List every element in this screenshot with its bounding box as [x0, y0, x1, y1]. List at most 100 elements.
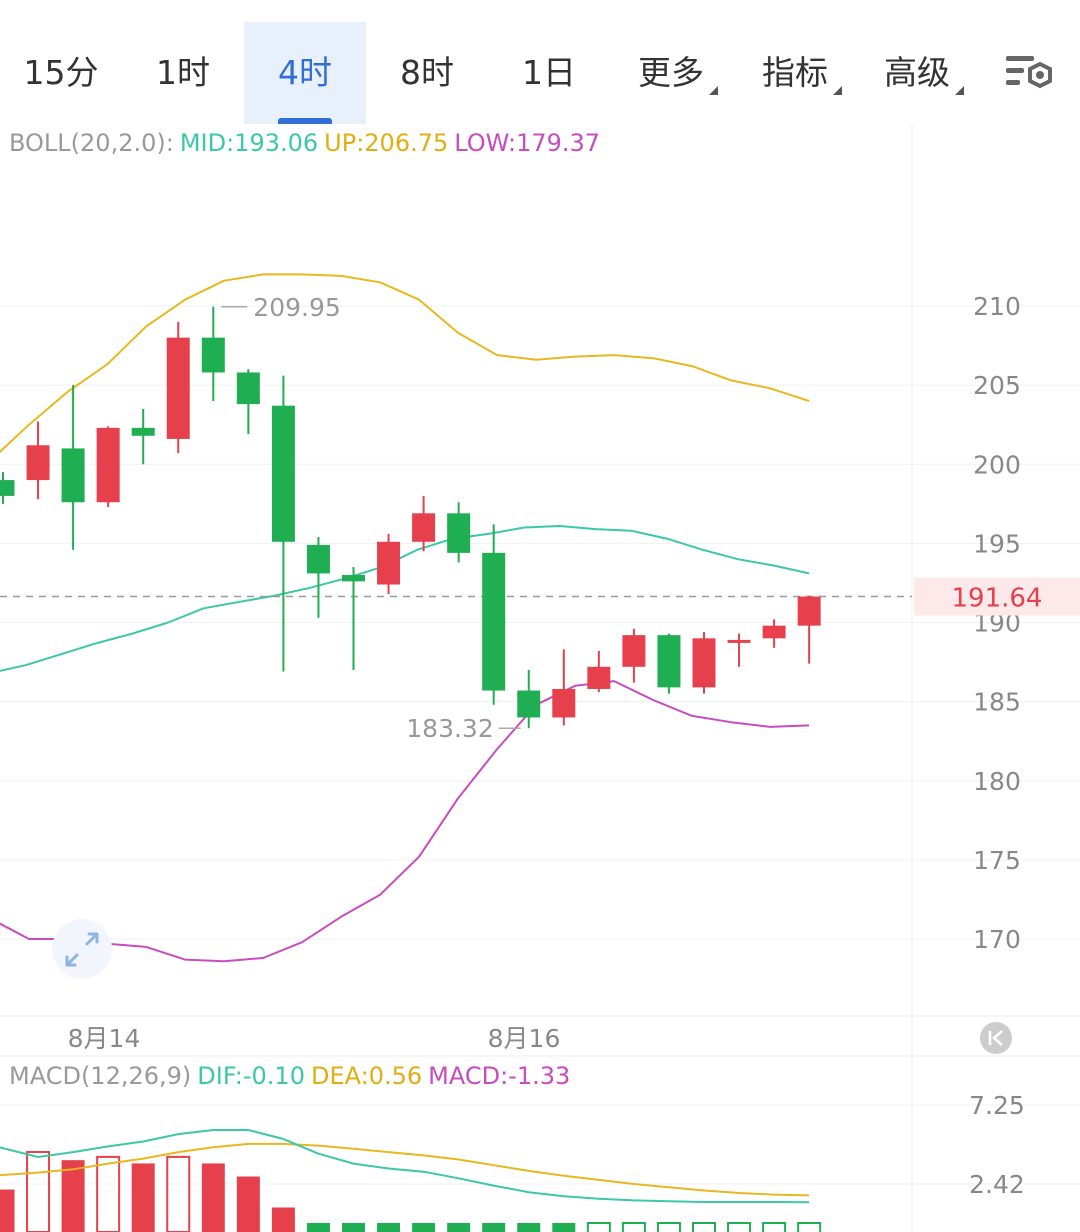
macd-hist-bar — [482, 1223, 506, 1232]
boll-legend: BOLL(20,2.0): MID:193.06 UP:206.75 LOW:179.… — [9, 129, 606, 157]
candle-body — [0, 480, 15, 496]
dropdown-caret-icon — [709, 86, 718, 95]
macd-y-tick-label: 7.25 — [969, 1091, 1025, 1120]
expand-icon-bg — [52, 919, 112, 979]
candle-body — [692, 638, 716, 688]
macd-hist-bar — [447, 1223, 471, 1232]
candle-body — [447, 513, 471, 553]
candle-body — [552, 688, 576, 718]
candle-body — [762, 625, 786, 639]
candle-body — [797, 596, 821, 626]
y-tick-label: 185 — [973, 688, 1021, 717]
macd-legend: MACD(12,26,9) DIF:-0.10 DEA:0.56 MACD:-1.33 — [9, 1062, 576, 1090]
macd-hist-bar — [797, 1222, 822, 1232]
tab-label: 1日 — [522, 53, 576, 92]
candle-body — [657, 635, 681, 688]
candle-body — [622, 635, 646, 667]
current-price-tag — [914, 577, 1080, 616]
candle-body — [517, 690, 541, 718]
chart-settings-icon[interactable] — [1000, 48, 1058, 100]
macd-hist-bar — [412, 1223, 436, 1232]
y-tick-label: 170 — [973, 925, 1021, 954]
macd-hist-bar — [0, 1189, 15, 1232]
x-tick-label: 8月16 — [488, 1024, 561, 1053]
macd-hist-bar — [26, 1151, 51, 1232]
x-tick-label: 8月14 — [68, 1024, 141, 1053]
boll-upper-band — [0, 273, 810, 454]
tab-1[interactable]: 1时 — [122, 22, 244, 124]
macd-hist-bar — [166, 1155, 191, 1232]
dropdown-caret-icon — [833, 86, 842, 95]
macd-legend-macd: MACD:-1.33 — [428, 1062, 571, 1090]
macd-hist-bar — [236, 1176, 260, 1232]
scroll-icon-bg — [980, 1022, 1012, 1054]
boll-lower-band — [0, 680, 810, 963]
menu-label: 高级 — [884, 53, 950, 92]
macd-hist-bar — [377, 1223, 401, 1232]
macd-hist-bar — [656, 1222, 681, 1232]
macd-hist-bar — [692, 1222, 716, 1232]
tab-label: 1时 — [156, 53, 210, 92]
macd-hist-bar — [96, 1155, 121, 1232]
candle-body — [96, 427, 120, 503]
timeframe-tab-bar: 15分 1时 4时 8时 1日 更多 指标 高级 — [0, 0, 1080, 124]
tab-0[interactable]: 15分 — [0, 22, 122, 124]
macd-hist-bar — [271, 1207, 295, 1232]
macd-hist-bar — [727, 1222, 752, 1232]
y-tick-label: 200 — [973, 450, 1021, 479]
y-tick-label: 195 — [973, 529, 1021, 558]
macd-legend-name: MACD(12,26,9) — [9, 1062, 192, 1090]
macd-hist-bar — [586, 1222, 611, 1232]
candle-body — [727, 639, 751, 643]
boll-legend-low: LOW:179.37 — [454, 129, 601, 157]
macd-hist-bar — [762, 1222, 787, 1232]
menu-label: 更多 — [638, 53, 704, 92]
tab-2[interactable]: 4时 — [244, 22, 366, 124]
macd-legend-dea: DEA:0.56 — [310, 1062, 423, 1090]
current-price-label: 191.64 — [952, 584, 1043, 614]
boll-legend-name: BOLL(20,2.0): — [9, 129, 174, 157]
candle-body — [342, 575, 365, 582]
menu-0[interactable]: 更多 — [638, 22, 718, 124]
candle-body — [482, 552, 506, 691]
scroll-to-latest-icon[interactable] — [980, 1022, 1012, 1054]
macd-dif-line — [0, 1129, 810, 1204]
tab-4[interactable]: 1日 — [488, 22, 610, 124]
y-tick-label: 175 — [973, 846, 1021, 875]
boll-legend-mid: MID:193.06 — [179, 129, 319, 157]
candle-body — [377, 541, 401, 585]
macd-hist-bar — [306, 1223, 330, 1232]
candle-body — [61, 448, 85, 503]
expand-icon[interactable] — [52, 919, 112, 979]
macd-hist-bar — [342, 1223, 365, 1232]
macd-dea-line — [0, 1142, 810, 1197]
candle-body — [26, 445, 50, 481]
candle-body — [306, 544, 330, 574]
tab-label: 15分 — [23, 53, 99, 92]
macd-hist-bar — [131, 1163, 155, 1232]
boll-mid-band — [0, 525, 810, 672]
macd-legend-dif: DIF:-0.10 — [197, 1062, 305, 1090]
macd-hist-bar — [201, 1163, 225, 1232]
macd-hist-bar — [61, 1160, 85, 1232]
tab-label: 8时 — [400, 53, 454, 92]
menu-label: 指标 — [762, 53, 828, 92]
candle-body — [131, 427, 155, 436]
candle-body — [271, 405, 295, 542]
expand-arrows — [65, 932, 99, 967]
tab-label: 4时 — [278, 53, 332, 92]
candle-body — [236, 372, 260, 405]
low-annotation-label: 183.32 — [406, 714, 493, 743]
tab-3[interactable]: 8时 — [366, 22, 488, 124]
menu-2[interactable]: 高级 — [884, 22, 964, 124]
macd-hist-bar — [621, 1222, 646, 1232]
menu-1[interactable]: 指标 — [762, 22, 842, 124]
candle-body — [201, 337, 225, 373]
macd-hist-bar — [517, 1223, 541, 1232]
dropdown-caret-icon — [955, 86, 964, 95]
scroll-icon-arrow — [988, 1030, 1003, 1046]
candle-body — [166, 337, 190, 439]
boll-legend-up: UP:206.75 — [324, 129, 449, 157]
macd-hist-bar — [552, 1223, 576, 1232]
